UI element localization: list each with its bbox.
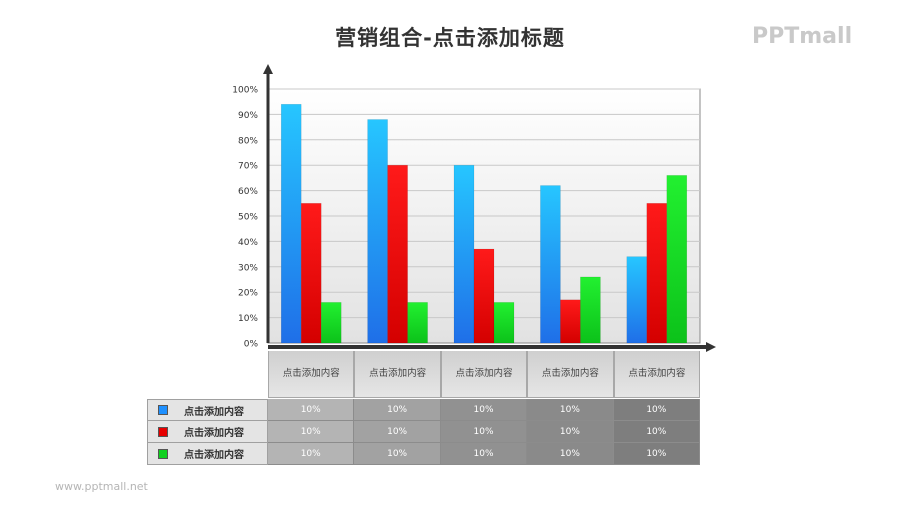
table-cell: 10% <box>613 399 701 421</box>
table-row: 点击添加内容 10% 10% 10% 10% 10% <box>147 421 701 443</box>
table-cell: 10% <box>440 443 528 465</box>
bar-blue <box>626 256 648 344</box>
data-table: 点击添加内容 10% 10% 10% 10% 10% 点击添加内容 10% 10% 10% 10% 1… <box>147 399 701 465</box>
table-cell: 10% <box>354 443 441 465</box>
y-tick-label: 10% <box>238 314 258 324</box>
bar-blue <box>453 164 475 344</box>
bar-green <box>320 302 342 344</box>
bar-red <box>300 203 322 344</box>
y-tick-label: 0% <box>244 340 259 350</box>
table-cell: 10% <box>268 443 355 465</box>
y-tick-label: 50% <box>238 213 258 223</box>
bar-green <box>666 175 688 344</box>
table-cell: 10% <box>613 443 701 465</box>
table-cell: 10% <box>440 421 528 443</box>
table-cell: 10% <box>527 443 614 465</box>
y-tick-label: 20% <box>238 289 258 299</box>
category-label: 点击添加内容 <box>440 351 528 398</box>
x-axis-arrow <box>706 342 716 352</box>
category-label: 点击添加内容 <box>268 351 355 398</box>
table-row: 点击添加内容 10% 10% 10% 10% 10% <box>147 399 701 421</box>
table-cell: 10% <box>527 399 614 421</box>
legend-label: 点击添加内容 <box>184 428 244 439</box>
footer-url: www.pptmall.net <box>55 480 148 493</box>
y-tick-label: 80% <box>238 136 258 146</box>
category-header-row: 点击添加内容 点击添加内容 点击添加内容 点击添加内容 点击添加内容 <box>268 351 701 398</box>
bar-green <box>580 276 601 344</box>
legend-label: 点击添加内容 <box>184 450 244 461</box>
bar-green <box>407 302 428 344</box>
legend-swatch <box>158 448 168 459</box>
bar-blue <box>367 119 388 344</box>
table-cell: 10% <box>354 421 441 443</box>
category-label: 点击添加内容 <box>527 351 614 398</box>
legend-entry: 点击添加内容 <box>147 443 268 465</box>
bar-red <box>560 299 581 344</box>
table-cell: 10% <box>527 421 614 443</box>
table-cell: 10% <box>268 399 355 421</box>
table-cell: 10% <box>613 421 701 443</box>
table-row: 点击添加内容 10% 10% 10% 10% 10% <box>147 443 701 465</box>
y-tick-label: 90% <box>238 111 258 121</box>
y-tick-label: 40% <box>238 238 258 248</box>
legend-entry: 点击添加内容 <box>147 421 268 443</box>
y-tick-label: 100% <box>232 86 258 96</box>
legend-label: 点击添加内容 <box>184 406 244 418</box>
bar-red <box>646 203 668 344</box>
bar-blue <box>280 103 302 344</box>
y-tick-label: 60% <box>238 187 258 197</box>
table-cell: 10% <box>354 399 441 421</box>
bar-red <box>387 164 408 344</box>
brand-logo: PPTmall <box>752 24 853 49</box>
y-tick-label: 70% <box>238 162 258 172</box>
y-tick-label: 30% <box>238 263 258 273</box>
chart-title: 营销组合-点击添加标题 <box>335 26 565 50</box>
legend-swatch <box>158 405 168 415</box>
bar-red <box>473 248 495 344</box>
bar-green <box>493 302 515 344</box>
table-cell: 10% <box>268 421 355 443</box>
y-axis-arrow <box>263 64 273 74</box>
bar-blue <box>540 185 561 344</box>
legend-swatch <box>158 426 168 437</box>
category-label: 点击添加内容 <box>354 351 441 398</box>
table-cell: 10% <box>440 399 528 421</box>
category-label: 点击添加内容 <box>613 351 701 398</box>
legend-entry: 点击添加内容 <box>147 399 268 421</box>
